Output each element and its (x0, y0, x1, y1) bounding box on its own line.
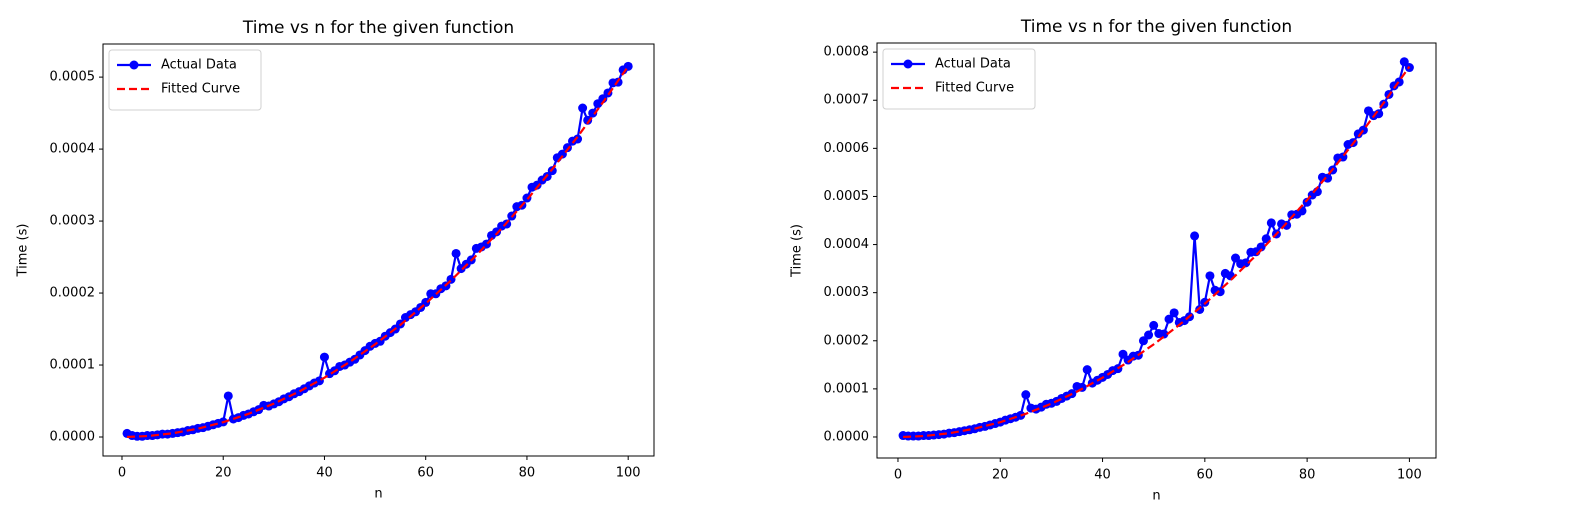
data-point (1138, 336, 1148, 346)
y-tick-label: 0.0001 (824, 381, 870, 396)
series-line (126, 65, 630, 439)
data-point (1302, 197, 1312, 207)
data-point (578, 103, 588, 113)
y-tick-label: 0.0000 (824, 429, 870, 444)
data-point (1190, 231, 1200, 241)
legend-label: Actual Data (161, 58, 237, 73)
legend-label: Actual Data (935, 57, 1011, 72)
data-point (562, 143, 572, 153)
plot-area (102, 43, 655, 457)
y-tick-label: 0.0005 (824, 189, 870, 204)
data-point (1231, 253, 1241, 263)
x-tick-label: 100 (616, 466, 641, 481)
y-tick-label: 0.0000 (50, 429, 96, 444)
legend-marker (129, 60, 139, 70)
y-tick-label: 0.0008 (824, 45, 870, 60)
data-point (1164, 314, 1174, 324)
y-tick-label: 0.0004 (50, 142, 96, 157)
x-tick-label: 80 (519, 466, 536, 481)
legend-label: Fitted Curve (161, 82, 240, 97)
x-tick-label: 0 (894, 468, 902, 483)
data-point (1149, 320, 1159, 330)
data-point (1144, 330, 1154, 340)
y-tick-label: 0.0007 (824, 93, 870, 108)
x-tick-label: 20 (215, 466, 232, 481)
y-tick-label: 0.0006 (824, 141, 870, 156)
data-point (1118, 349, 1128, 359)
data-point (1323, 173, 1333, 183)
x-tick-label: 60 (417, 466, 434, 481)
x-tick-label: 100 (1397, 468, 1422, 483)
series-line (903, 65, 1411, 439)
data-point (1266, 218, 1276, 228)
data-point (588, 108, 598, 118)
y-tick-label: 0.0002 (824, 333, 870, 348)
data-point (1241, 258, 1251, 268)
x-tick-label: 80 (1299, 468, 1316, 483)
x-tick-label: 20 (992, 468, 1009, 483)
legend-label: Fitted Curve (935, 81, 1014, 96)
data-point (1282, 220, 1292, 230)
chart: Time vs n for the given function n Time (s… (16, 18, 655, 502)
x-axis-label: n (1152, 489, 1160, 504)
chart-title: Time vs n for the given function (242, 18, 514, 38)
data-point (451, 248, 461, 258)
y-axis-label: Time (s) (16, 224, 31, 278)
data-point (1256, 242, 1266, 252)
data-point (1399, 57, 1409, 67)
y-tick-label: 0.0003 (50, 214, 96, 229)
y-tick-label: 0.0002 (50, 286, 96, 301)
data-point (1195, 305, 1205, 315)
data-point (1169, 308, 1179, 318)
y-axis-label: Time (s) (790, 224, 805, 278)
data-point (319, 352, 329, 362)
data-point (1215, 287, 1225, 297)
x-axis-label: n (374, 487, 382, 502)
y-tick-label: 0.0004 (824, 237, 870, 252)
data-point (1082, 365, 1092, 375)
data-point (1159, 329, 1169, 339)
data-point (1021, 390, 1031, 400)
x-tick-label: 0 (118, 466, 126, 481)
data-point (583, 115, 593, 125)
plot-area (876, 42, 1437, 459)
data-point (1205, 271, 1215, 281)
y-tick-label: 0.0005 (50, 70, 96, 85)
x-tick-label: 60 (1197, 468, 1214, 483)
x-tick-label: 40 (316, 466, 333, 481)
legend-marker (903, 59, 913, 69)
y-tick-label: 0.0001 (50, 358, 96, 373)
chart-title: Time vs n for the given function (1020, 17, 1292, 37)
data-point (223, 391, 233, 401)
x-tick-label: 40 (1094, 468, 1111, 483)
y-tick-label: 0.0003 (824, 285, 870, 300)
chart: Time vs n for the given function n Time (s… (790, 17, 1437, 504)
